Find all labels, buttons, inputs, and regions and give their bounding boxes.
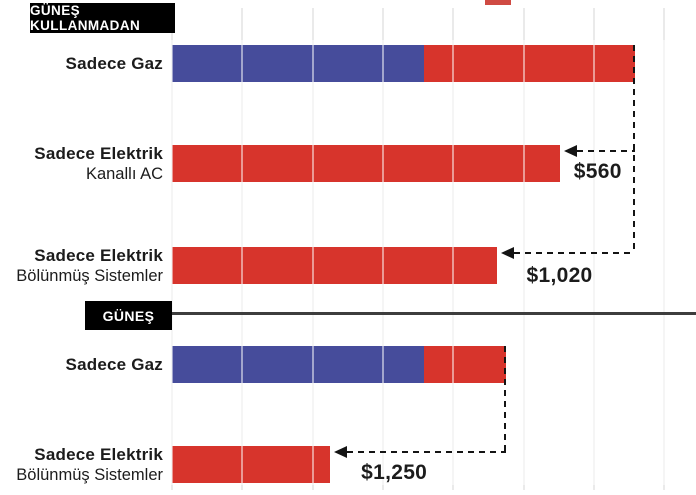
row-label-3-line-0: Sadece Gaz — [65, 355, 163, 374]
gridline-overlay-4 — [452, 40, 454, 485]
connector-vertical-from-row3 — [504, 346, 507, 453]
row-label-2-line-0: Sadece Elektrik — [34, 245, 163, 265]
section-header-solar: GÜNEŞ — [85, 301, 172, 330]
gridline-overlay-2 — [312, 40, 314, 485]
connector-horizontal-1 — [513, 252, 636, 254]
row-label-2: Sadece Elektrik Bölünmüş Sistemler — [0, 245, 163, 287]
difference-arrow-icon-0 — [563, 145, 577, 157]
row-label-3: Sadece Gaz — [0, 354, 163, 375]
row-label-1-line-0: Sadece Elektrik — [34, 143, 163, 163]
savings-amount-1: $1,020 — [526, 264, 593, 287]
gridline-overlay-7 — [663, 40, 665, 485]
bar-row3-segment-electric — [423, 346, 507, 383]
bar-row2-segment-electric — [172, 247, 497, 284]
row-label-1: Sadece Elektrik Kanallı AC — [0, 143, 163, 185]
top-cropped-bar-fragment — [485, 0, 511, 5]
connector-horizontal-0 — [576, 150, 636, 152]
savings-amount-2: $1,250 — [361, 461, 428, 484]
difference-arrow-icon-1 — [500, 247, 514, 259]
row-label-4-line-0: Sadece Elektrik — [34, 444, 163, 464]
difference-arrow-icon-2 — [334, 446, 348, 458]
row-label-4: Sadece Elektrik Bölünmüş Sistemler — [0, 444, 163, 486]
row-label-4-line-1: Bölünmüş Sistemler — [16, 465, 163, 484]
section-header-solar-label: GÜNEŞ — [102, 307, 155, 324]
gridline-overlay-3 — [382, 40, 384, 485]
gridline-overlay-5 — [523, 40, 525, 485]
bar-row0-segment-gas — [172, 45, 424, 82]
row-label-2-line-1: Bölünmüş Sistemler — [16, 266, 163, 285]
gridline-overlay-6 — [593, 40, 595, 485]
bar-row0-segment-electric — [423, 45, 636, 82]
section-header-no-solar-label: GÜNEŞ KULLANMADAN — [30, 3, 141, 33]
row-label-0-line-0: Sadece Gaz — [65, 54, 163, 73]
gridline-overlay-1 — [241, 40, 243, 485]
connector-horizontal-2 — [347, 451, 507, 453]
row-label-0: Sadece Gaz — [0, 53, 163, 74]
section-divider-line — [172, 312, 696, 315]
savings-amount-0: $560 — [573, 160, 622, 183]
row-label-1-line-1: Kanallı AC — [85, 164, 163, 183]
gridline-overlay-0 — [171, 40, 173, 485]
bar-row4-segment-electric — [172, 446, 331, 483]
bar-row3-segment-gas — [172, 346, 424, 383]
section-header-no-solar: GÜNEŞ KULLANMADAN — [30, 3, 175, 33]
connector-vertical-from-row0 — [633, 45, 636, 254]
bar-row1-segment-electric — [172, 145, 560, 182]
